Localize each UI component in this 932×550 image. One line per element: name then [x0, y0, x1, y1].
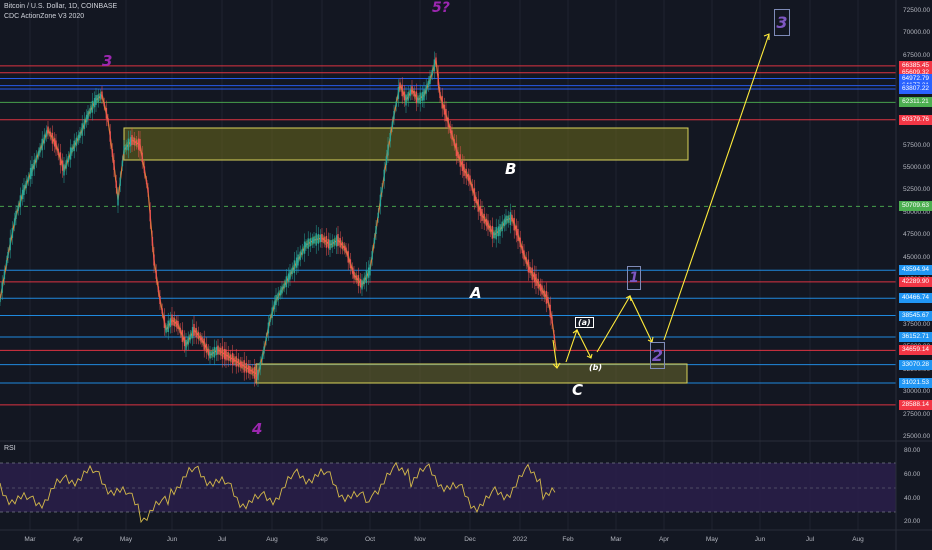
- month-tick: May: [705, 536, 719, 543]
- price-tick: 50000.00: [903, 208, 931, 216]
- price-level-tag: 66385.45: [899, 60, 932, 71]
- wave-small-a-label: (a): [575, 317, 594, 328]
- price-level-tag: 38545.67: [899, 310, 932, 321]
- wave-4-label: 4: [252, 420, 263, 438]
- price-tick: 25000.00: [903, 433, 931, 440]
- month-tick: Apr: [72, 536, 84, 543]
- price-level-tag: 28588.14: [899, 399, 932, 410]
- month-tick: May: [119, 536, 133, 543]
- rsi-tick-40: 40.00: [904, 495, 921, 502]
- price-tick: 45000.00: [903, 253, 931, 261]
- rsi-line: [0, 461, 556, 524]
- price-level-tag: 50709.63: [899, 201, 932, 212]
- price-level-tag: 31021.53: [899, 377, 932, 388]
- grid: [29, 0, 859, 530]
- price-level-tag: 62311.21: [899, 97, 932, 108]
- projection-arrows: [552, 33, 770, 369]
- chart-title: Bitcoin / U.S. Dollar, 1D, COINBASE: [4, 3, 118, 10]
- month-tick: Jun: [754, 536, 766, 543]
- month-tick: Jul: [217, 536, 227, 543]
- price-tick: 72500.00: [903, 7, 931, 14]
- month-tick: Jun: [166, 536, 178, 543]
- price-tick: 67500.00: [903, 51, 931, 59]
- wave-5-label: 5?: [432, 0, 450, 16]
- month-tick: Sep: [316, 536, 328, 543]
- price-tick: 27500.00: [903, 410, 931, 418]
- price-tick: 30000.00: [903, 388, 931, 396]
- month-tick: Oct: [364, 536, 376, 543]
- wave-c-label: C: [572, 381, 584, 399]
- price-tick: 52500.00: [903, 186, 931, 194]
- indicator-name: CDC ActionZone V3 2020: [4, 13, 85, 20]
- month-tick: Feb: [562, 536, 574, 543]
- month-tick: 2022: [512, 536, 528, 543]
- price-tick: 47500.00: [903, 231, 931, 239]
- month-tick: Dec: [464, 536, 476, 543]
- wave-1-box: 1: [627, 266, 641, 290]
- wave-3-target-box: 3: [774, 9, 790, 36]
- rsi-tick-60: 60.00: [904, 471, 921, 478]
- rsi-tick-20: 20.00: [904, 518, 921, 525]
- price-tick: 70000.00: [903, 29, 931, 37]
- wave-2-box: 2: [650, 342, 665, 369]
- price-level-tag: 64972.79: [899, 73, 932, 84]
- price-level-tag: 33070.28: [899, 359, 932, 370]
- price-level-tag: 40466.74: [899, 293, 932, 304]
- month-tick: Jul: [805, 536, 815, 543]
- rsi-tick-80: 80.00: [904, 447, 921, 454]
- support-zone[interactable]: [255, 363, 688, 384]
- price-level-tag: 63807.22: [899, 83, 932, 94]
- price-level-tag: 34659.14: [899, 345, 932, 356]
- month-tick: Mar: [610, 536, 622, 543]
- month-tick: Nov: [414, 536, 426, 543]
- month-tick: Mar: [24, 536, 36, 543]
- wave-b-label: B: [505, 160, 517, 178]
- price-level-tag: 36152.71: [899, 331, 932, 342]
- wave-small-b-label: (b): [589, 363, 603, 372]
- month-tick: Aug: [266, 536, 278, 543]
- wave-a-label: A: [470, 284, 482, 302]
- resistance-zone[interactable]: [123, 127, 689, 161]
- price-tick: 37500.00: [903, 320, 931, 328]
- price-tick: 55000.00: [903, 163, 931, 171]
- price-tick: 57500.00: [903, 141, 931, 149]
- price-level-tag: 60379.76: [899, 114, 932, 125]
- rsi-title: RSI: [4, 445, 16, 452]
- price-level-tag: 42289.90: [899, 276, 932, 287]
- actionzone-cloud: [0, 56, 557, 379]
- month-tick: Apr: [658, 536, 670, 543]
- wave-3-label: 3: [102, 52, 113, 70]
- candles: [0, 51, 555, 387]
- price-level-tag: 43594.94: [899, 265, 932, 276]
- rsi-pane: [0, 461, 896, 524]
- price-level-tag: 65609.32: [899, 67, 932, 78]
- month-tick: Aug: [852, 536, 864, 543]
